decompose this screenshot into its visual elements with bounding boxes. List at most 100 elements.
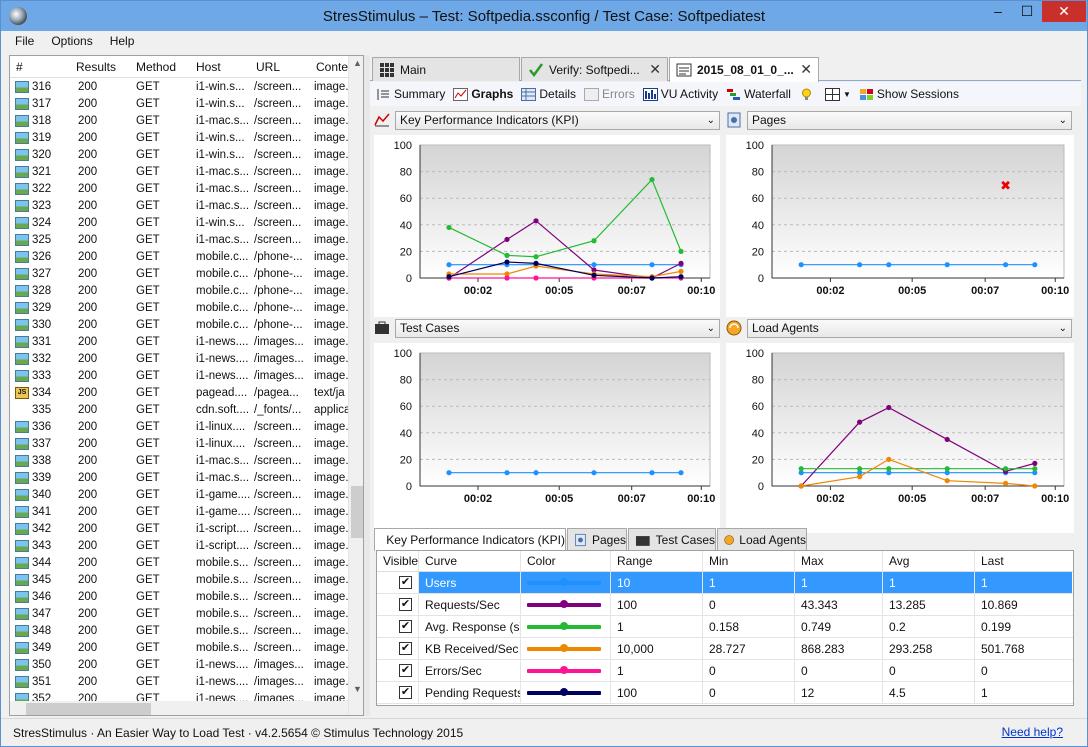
menu-file[interactable]: File bbox=[15, 34, 35, 48]
minimize-button[interactable]: – bbox=[994, 3, 1002, 19]
menu-help[interactable]: Help bbox=[109, 34, 135, 48]
pane-splitter[interactable] bbox=[364, 55, 370, 716]
table-row[interactable]: 316 200 GET i1-win.s... /screen... image. bbox=[10, 78, 363, 95]
color-cell[interactable] bbox=[521, 660, 611, 681]
scroll-down-icon[interactable]: ▼ bbox=[353, 684, 362, 694]
col-range[interactable]: Range bbox=[611, 551, 703, 571]
col-last[interactable]: Last bbox=[981, 554, 1004, 568]
col-color[interactable]: Color bbox=[521, 551, 611, 571]
range-cell[interactable]: 100 bbox=[611, 682, 703, 703]
range-cell[interactable]: 10 bbox=[611, 572, 703, 593]
table-row[interactable]: 340 200 GET i1-game.... /screen... image. bbox=[10, 486, 363, 503]
table-row[interactable]: 322 200 GET i1-mac.s... /screen... image. bbox=[10, 180, 363, 197]
col-id[interactable]: # bbox=[16, 59, 23, 74]
table-row[interactable]: 331 200 GET i1-news.... /images... image. bbox=[10, 333, 363, 350]
tab-pages[interactable]: Pages bbox=[567, 528, 627, 550]
table-row[interactable]: 350 200 GET i1-news.... /images... image. bbox=[10, 656, 363, 673]
table-row[interactable]: 337 200 GET i1-linux.... /screen... image. bbox=[10, 435, 363, 452]
table-row[interactable]: 342 200 GET i1-script.... /screen... image. bbox=[10, 520, 363, 537]
col-min[interactable]: Min bbox=[703, 551, 795, 571]
test-cases-selector[interactable]: Test Cases ⌄ bbox=[395, 318, 720, 338]
close-tab-icon[interactable]: ✕ bbox=[649, 61, 661, 77]
summary-button[interactable]: Summary bbox=[376, 87, 445, 101]
table-row[interactable]: 324 200 GET i1-win.s... /screen... image. bbox=[10, 214, 363, 231]
col-method[interactable]: Method bbox=[136, 59, 177, 74]
table-row[interactable]: 327 200 GET mobile.c... /phone-... image. bbox=[10, 265, 363, 282]
visible-checkbox[interactable]: ✔ bbox=[399, 620, 412, 633]
table-row[interactable]: 336 200 GET i1-linux.... /screen... image. bbox=[10, 418, 363, 435]
table-row[interactable]: 328 200 GET mobile.c... /phone-... image. bbox=[10, 282, 363, 299]
table-row[interactable]: 330 200 GET mobile.c... /phone-... image. bbox=[10, 316, 363, 333]
table-row[interactable]: 348 200 GET mobile.s... /screen... image. bbox=[10, 622, 363, 639]
curve-row[interactable]: ✔ KB Received/Sec 10,000 28.727 868.283 293.2… bbox=[377, 638, 1073, 660]
col-host[interactable]: Host bbox=[196, 59, 221, 74]
table-row[interactable]: 339 200 GET i1-mac.s... /screen... image. bbox=[10, 469, 363, 486]
table-row[interactable]: 318 200 GET i1-mac.s... /screen... image. bbox=[10, 112, 363, 129]
visible-checkbox[interactable]: ✔ bbox=[399, 642, 412, 655]
scroll-up-icon[interactable]: ▲ bbox=[353, 58, 362, 68]
color-cell[interactable] bbox=[521, 572, 611, 593]
hscroll-thumb[interactable] bbox=[26, 703, 151, 715]
table-row[interactable]: 321 200 GET i1-mac.s... /screen... image. bbox=[10, 163, 363, 180]
errors-button[interactable]: Errors bbox=[584, 87, 635, 101]
table-row[interactable]: JS 334 200 GET pagead.... /pagea... text/ja bbox=[10, 384, 363, 401]
col-avg[interactable]: Avg bbox=[883, 551, 975, 571]
sessions-horizontal-scrollbar[interactable] bbox=[10, 701, 348, 715]
table-row[interactable]: 344 200 GET mobile.s... /screen... image. bbox=[10, 554, 363, 571]
table-row[interactable]: 326 200 GET mobile.c... /phone-... image. bbox=[10, 248, 363, 265]
tab-test-cases[interactable]: Test Cases bbox=[628, 528, 716, 550]
col-curve[interactable]: Curve bbox=[419, 551, 521, 571]
color-cell[interactable] bbox=[521, 682, 611, 703]
curve-row[interactable]: ✔ Avg. Response (s) 1 0.158 0.749 0.2 0.199 bbox=[377, 616, 1073, 638]
sessions-vertical-scrollbar[interactable]: ▲ ▼ bbox=[348, 56, 363, 715]
tab-kpi[interactable]: Key Performance Indicators (KPI) bbox=[374, 528, 566, 551]
range-cell[interactable]: 10,000 bbox=[611, 638, 703, 659]
visible-checkbox[interactable]: ✔ bbox=[399, 598, 412, 611]
range-cell[interactable]: 1 bbox=[611, 660, 703, 681]
table-row[interactable]: 338 200 GET i1-mac.s... /screen... image. bbox=[10, 452, 363, 469]
col-visible[interactable]: Visible bbox=[377, 551, 419, 571]
table-row[interactable]: 317 200 GET i1-win.s... /screen... image. bbox=[10, 95, 363, 112]
curve-row[interactable]: ✔ Errors/Sec 1 0 0 0 0 bbox=[377, 660, 1073, 682]
menu-options[interactable]: Options bbox=[51, 34, 93, 48]
tab-load-agents[interactable]: Load Agents bbox=[717, 528, 807, 550]
col-url[interactable]: URL bbox=[256, 59, 281, 74]
table-row[interactable]: 323 200 GET i1-mac.s... /screen... image. bbox=[10, 197, 363, 214]
graphs-button[interactable]: Graphs bbox=[453, 87, 513, 101]
pages-selector[interactable]: Pages ⌄ bbox=[747, 110, 1072, 130]
col-content[interactable]: Conten bbox=[316, 59, 352, 74]
tab-report[interactable]: 2015_08_01_0_... ✕ bbox=[669, 57, 819, 82]
table-row[interactable]: 319 200 GET i1-win.s... /screen... image. bbox=[10, 129, 363, 146]
range-cell[interactable]: 1 bbox=[611, 616, 703, 637]
table-row[interactable]: 341 200 GET i1-game.... /screen... image. bbox=[10, 503, 363, 520]
kpi-selector[interactable]: Key Performance Indicators (KPI) ⌄ bbox=[395, 110, 720, 130]
range-cell[interactable]: 100 bbox=[611, 594, 703, 615]
table-row[interactable]: 329 200 GET mobile.c... /phone-... image. bbox=[10, 299, 363, 316]
table-row[interactable]: 343 200 GET i1-script.... /screen... image. bbox=[10, 537, 363, 554]
visible-checkbox[interactable]: ✔ bbox=[399, 686, 412, 699]
table-row[interactable]: 320 200 GET i1-win.s... /screen... image. bbox=[10, 146, 363, 163]
waterfall-button[interactable]: Waterfall bbox=[726, 87, 791, 101]
close-button[interactable]: ✕ bbox=[1042, 1, 1086, 22]
curve-row[interactable]: ✔ Requests/Sec 100 0 43.343 13.285 10.869 bbox=[377, 594, 1073, 616]
table-row[interactable]: 351 200 GET i1-news.... /images... image. bbox=[10, 673, 363, 690]
table-row[interactable]: 333 200 GET i1-news.... /images... image. bbox=[10, 367, 363, 384]
table-row[interactable]: 332 200 GET i1-news.... /images... image. bbox=[10, 350, 363, 367]
color-cell[interactable] bbox=[521, 594, 611, 615]
table-row[interactable]: 349 200 GET mobile.s... /screen... image. bbox=[10, 639, 363, 656]
col-max[interactable]: Max bbox=[795, 551, 883, 571]
table-row[interactable]: 345 200 GET mobile.s... /screen... image. bbox=[10, 571, 363, 588]
scroll-thumb[interactable] bbox=[351, 486, 363, 538]
details-button[interactable]: Details bbox=[521, 87, 576, 101]
color-cell[interactable] bbox=[521, 638, 611, 659]
table-row[interactable]: 347 200 GET mobile.s... /screen... image. bbox=[10, 605, 363, 622]
color-cell[interactable] bbox=[521, 616, 611, 637]
curve-row[interactable]: ✔ Users 10 1 1 1 1 bbox=[377, 572, 1073, 594]
table-row[interactable]: 335 200 GET cdn.soft.... /_fonts/... applica bbox=[10, 401, 363, 418]
visible-checkbox[interactable]: ✔ bbox=[399, 576, 412, 589]
layout-button[interactable]: ▼ bbox=[824, 87, 851, 101]
table-row[interactable]: 325 200 GET i1-mac.s... /screen... image. bbox=[10, 231, 363, 248]
vu-activity-button[interactable]: VU Activity bbox=[642, 87, 718, 101]
hint-button[interactable] bbox=[799, 88, 817, 101]
load-agents-selector[interactable]: Load Agents ⌄ bbox=[747, 318, 1072, 338]
